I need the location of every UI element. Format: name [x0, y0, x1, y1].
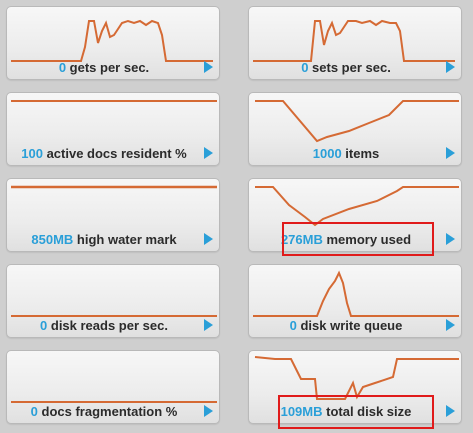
stat-tile-sets[interactable]: 0 sets per sec.	[248, 6, 462, 80]
stat-tile-items[interactable]: 1000 items	[248, 92, 462, 166]
play-arrow-icon[interactable]	[446, 405, 455, 417]
docs-fragmentation-value: 0	[30, 404, 38, 419]
memory-used-value: 276MB	[280, 232, 323, 247]
play-arrow-icon[interactable]	[446, 319, 455, 331]
stat-tile-active-docs[interactable]: 100 active docs resident %	[6, 92, 220, 166]
high-water-mark-label: high water mark	[73, 232, 177, 247]
stat-tile-high-water-mark[interactable]: 850MB high water mark	[6, 178, 220, 252]
play-arrow-icon[interactable]	[204, 233, 213, 245]
sets-label: sets per sec.	[308, 60, 391, 75]
play-arrow-icon[interactable]	[204, 405, 213, 417]
stat-tile-gets[interactable]: 0 gets per sec.	[6, 6, 220, 80]
sparkline	[11, 185, 217, 189]
disk-write-queue-label: disk write queue	[296, 318, 403, 333]
docs-fragmentation-label: docs fragmentation %	[37, 404, 178, 419]
sparkline	[253, 19, 455, 62]
stat-tile-docs-fragmentation[interactable]: 0 docs fragmentation %	[6, 350, 220, 424]
sparkline	[255, 100, 459, 143]
stat-tile-total-disk-size[interactable]: 109MB total disk size	[248, 350, 462, 424]
active-docs-value: 100	[21, 146, 43, 161]
active-docs-label: active docs resident %	[42, 146, 187, 161]
sparkline	[11, 100, 217, 102]
sparkline	[11, 19, 213, 62]
disk-reads-value: 0	[40, 318, 48, 333]
play-arrow-icon[interactable]	[446, 233, 455, 245]
items-label: items	[341, 146, 380, 161]
items-value: 1000	[312, 146, 342, 161]
total-disk-size-label: total disk size	[322, 404, 412, 419]
disk-write-queue-value: 0	[289, 318, 297, 333]
stat-tile-disk-reads[interactable]: 0 disk reads per sec.	[6, 264, 220, 338]
play-arrow-icon[interactable]	[204, 61, 213, 73]
play-arrow-icon[interactable]	[446, 61, 455, 73]
sparkline	[253, 270, 459, 317]
play-arrow-icon[interactable]	[446, 147, 455, 159]
sparkline	[255, 186, 459, 227]
sparkline	[254, 356, 459, 400]
sparkline	[11, 315, 217, 317]
highlight-box-memory-used	[282, 222, 434, 256]
memory-used-label: memory used	[322, 232, 412, 247]
play-arrow-icon[interactable]	[204, 319, 213, 331]
high-water-mark-value: 850MB	[31, 232, 74, 247]
sparkline	[11, 401, 217, 403]
total-disk-size-value: 109MB	[280, 404, 323, 419]
disk-reads-label: disk reads per sec.	[47, 318, 168, 333]
stat-tile-disk-write-queue[interactable]: 0 disk write queue	[248, 264, 462, 338]
highlight-box-total-disk-size	[278, 395, 434, 429]
gets-label: gets per sec.	[66, 60, 150, 75]
sets-value: 0	[301, 60, 309, 75]
play-arrow-icon[interactable]	[204, 147, 213, 159]
gets-value: 0	[58, 60, 67, 75]
